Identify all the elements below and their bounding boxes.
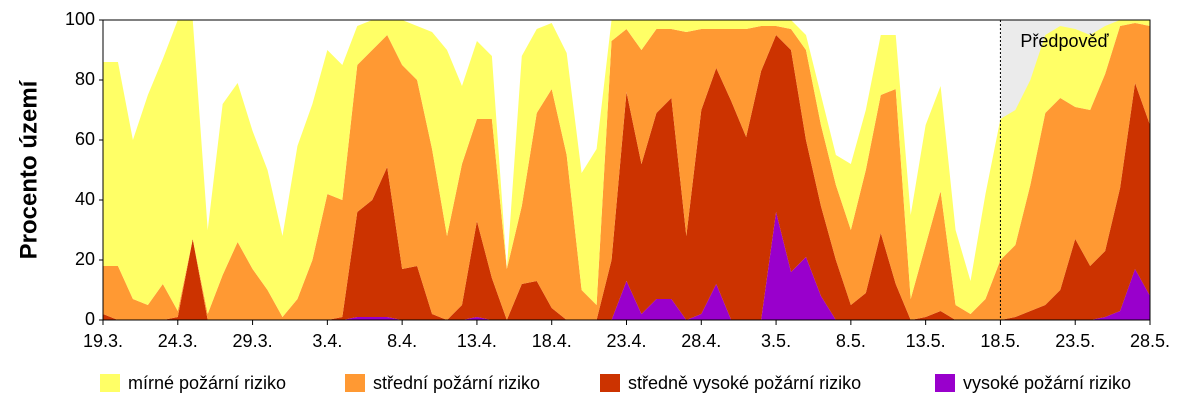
x-tick-label: 8.4.: [387, 331, 417, 351]
legend-swatch: [935, 374, 955, 392]
area: [103, 35, 1150, 320]
area: [103, 20, 1150, 317]
x-tick-label: 19.3.: [83, 331, 123, 351]
y-axis-label: Procento území: [15, 79, 42, 259]
legend-label: středně vysoké požární riziko: [628, 373, 861, 393]
y-tick-label: 20: [75, 249, 95, 269]
x-tick-label: 29.3.: [233, 331, 273, 351]
x-tick-label: 28.4.: [681, 331, 721, 351]
x-tick-label: 23.4.: [606, 331, 646, 351]
legend-swatch: [100, 374, 120, 392]
x-tick-label: 3.5.: [761, 331, 791, 351]
x-tick-label: 8.5.: [836, 331, 866, 351]
x-tick-label: 24.3.: [158, 331, 198, 351]
y-tick-label: 0: [85, 309, 95, 329]
x-tick-label: 23.5.: [1055, 331, 1095, 351]
x-tick-label: 13.5.: [906, 331, 946, 351]
y-tick-label: 80: [75, 69, 95, 89]
area: [103, 212, 1150, 320]
y-tick-label: 40: [75, 189, 95, 209]
x-tick-label: 18.5.: [980, 331, 1020, 351]
x-tick-label: 18.4.: [532, 331, 572, 351]
legend-label: mírné požární riziko: [128, 373, 286, 393]
x-tick-label: 3.4.: [312, 331, 342, 351]
area: [103, 23, 1150, 320]
y-tick-label: 100: [65, 9, 95, 29]
annotation: Předpověď: [1020, 31, 1109, 51]
x-tick-label: 13.4.: [457, 331, 497, 351]
y-tick-label: 60: [75, 129, 95, 149]
legend-label: vysoké požární riziko: [963, 373, 1131, 393]
legend-swatch: [345, 374, 365, 392]
legend-label: střední požární riziko: [373, 373, 540, 393]
x-tick-label: 28.5.: [1130, 331, 1170, 351]
legend-swatch: [600, 374, 620, 392]
